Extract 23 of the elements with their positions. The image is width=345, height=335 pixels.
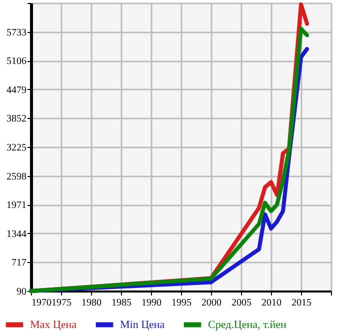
x-tick-label: 1970 [32,298,52,308]
x-tick-label: 1995 [172,298,192,308]
y-tick-label: 90 [16,286,26,298]
y-tick-label: 3852 [6,114,26,125]
y-tick-label: 3225 [6,142,26,154]
y-tick-label: 1971 [6,200,26,212]
x-tick-label: 1975 [52,298,72,308]
x-tick-label: 1985 [112,298,132,308]
x-tick-label: 2000 [202,298,222,308]
legend-label: Min Цена [120,318,165,331]
x-tick-label: 1990 [142,298,162,308]
legend-label: Max Цена [30,318,77,331]
legend-label: Сред.Цена, т.йен [208,318,287,331]
y-tick-label: 717 [12,258,26,269]
x-tick-label: 1980 [82,298,102,308]
y-tick-label: 2598 [6,171,26,182]
x-tick-label: 2005 [232,298,252,308]
y-tick-label: 4479 [6,84,26,96]
y-tick-label: 5106 [6,56,26,68]
x-tick-label: 2010 [262,298,282,308]
y-tick-label: 1344 [6,228,26,240]
y-tick-label: 5733 [6,27,26,38]
x-tick-label: 2015 [292,298,312,308]
